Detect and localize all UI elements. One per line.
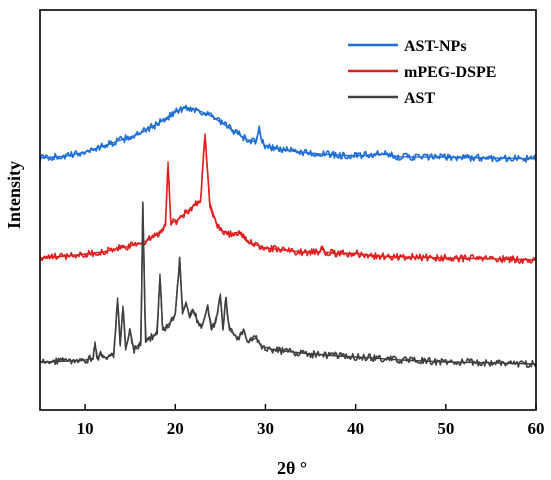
x-tick-label: 60 xyxy=(528,419,545,438)
legend-label: mPEG-DSPE xyxy=(404,64,496,81)
x-axis-title: 2θ ° xyxy=(277,458,307,478)
y-axis-title: Intensity xyxy=(4,161,24,229)
x-tick-label: 20 xyxy=(167,419,184,438)
x-tick-label: 40 xyxy=(347,419,364,438)
series-peaks-ast-nps xyxy=(39,107,537,160)
legend: AST-NPs mPEG-DSPE AST xyxy=(348,38,496,107)
axes-layer xyxy=(39,9,537,411)
series-layer xyxy=(39,104,537,368)
x-tick-label: 10 xyxy=(77,419,94,438)
series-line-mpeg-dspe xyxy=(39,139,537,265)
series-peaks-ast xyxy=(39,201,537,365)
x-tick-label: 50 xyxy=(437,419,454,438)
plot-frame xyxy=(39,9,537,411)
x-tick-label: 30 xyxy=(257,419,274,438)
series-peaks-mpeg-dspe xyxy=(39,133,537,261)
series-line-ast-nps xyxy=(39,104,537,163)
legend-label: AST xyxy=(404,90,435,107)
ticks-layer: 10 20 30 40 50 60 xyxy=(77,404,545,438)
legend-label: AST-NPs xyxy=(404,38,467,55)
